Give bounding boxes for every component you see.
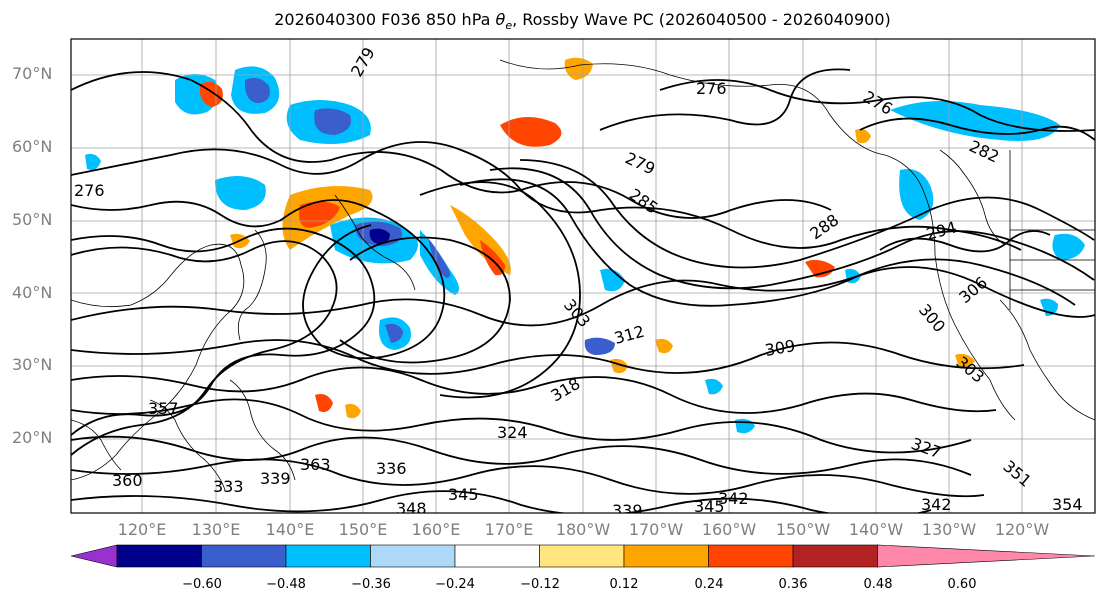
contour-label: 339 xyxy=(612,501,643,520)
contour-label: 336 xyxy=(376,459,407,478)
colorbar-tick-label: 0.48 xyxy=(863,577,893,592)
map-frame xyxy=(70,38,1096,514)
lon-label: 140°E xyxy=(265,520,315,539)
shade-positive-patch xyxy=(855,128,871,144)
shade-negative-patch xyxy=(385,323,403,343)
shade-negative-patch xyxy=(215,176,266,210)
colorbar-segment xyxy=(623,544,709,568)
contour-label: 357 xyxy=(148,399,179,418)
contour-label: 348 xyxy=(396,499,427,518)
title-main: 2026040300 F036 850 hPa xyxy=(274,10,496,29)
contour-label: 360 xyxy=(112,471,143,490)
lon-label: 150°W xyxy=(775,520,831,539)
lat-label-30n: 30°N xyxy=(12,355,53,374)
colorbar-tick-label: 0.36 xyxy=(778,577,808,592)
lon-label: 140°W xyxy=(848,520,904,539)
colorbar-segment xyxy=(285,544,371,568)
colorbar-segment xyxy=(454,544,540,568)
lon-label: 130°E xyxy=(191,520,241,539)
colorbar-tick-label: −0.12 xyxy=(520,577,560,592)
colorbar-tick-label: −0.24 xyxy=(435,577,475,592)
colorbar-segment xyxy=(370,544,456,568)
contour-label: 342 xyxy=(718,489,749,508)
colorbar-segment xyxy=(116,544,202,568)
shade-negative-patch xyxy=(244,78,270,103)
lon-label: 160°W xyxy=(701,520,757,539)
contour-label: 345 xyxy=(694,497,725,516)
lat-label-50n: 50°N xyxy=(12,210,53,229)
colorbar-extend-min xyxy=(70,544,118,568)
title-rest: , Rossby Wave PC (2026040500 - 202604090… xyxy=(512,10,891,29)
shade-positive-patch xyxy=(564,57,593,80)
lat-label-20n: 20°N xyxy=(12,428,53,447)
shade-negative-patch xyxy=(1052,233,1085,260)
shade-negative-patch xyxy=(85,153,101,170)
shade-negative-patch xyxy=(428,238,451,278)
coastlines xyxy=(71,59,1095,491)
lat-label-70n: 70°N xyxy=(12,64,53,83)
colorbar-extend-max xyxy=(877,544,1096,568)
shade-positive-patch xyxy=(315,394,333,412)
lon-label: 120°E xyxy=(117,520,167,539)
shade-positive-patch xyxy=(805,259,835,278)
gridlines xyxy=(71,39,1095,513)
shade-positive-patch xyxy=(655,338,673,354)
map-title: 2026040300 F036 850 hPa θe, Rossby Wave … xyxy=(70,10,1095,32)
lon-label: 150°E xyxy=(338,520,388,539)
lon-label: 180°W xyxy=(555,520,611,539)
shade-negative-patch xyxy=(600,268,625,292)
shade-negative-patch xyxy=(369,228,390,244)
contour-label: 276 xyxy=(74,181,105,200)
colorbar-tick-label: 0.12 xyxy=(609,577,639,592)
contour-label: 333 xyxy=(213,477,244,496)
lon-label: 120°W xyxy=(994,520,1050,539)
shade-negative-patch xyxy=(584,337,615,355)
contour-label: 339 xyxy=(260,469,291,488)
colorbar-segment xyxy=(539,544,625,568)
title-theta-subscript: e xyxy=(505,19,513,33)
colorbar-tick-label: 0.60 xyxy=(947,577,977,592)
contours xyxy=(71,68,1095,513)
title-theta-symbol: θe xyxy=(495,10,513,33)
lon-label: 160°E xyxy=(411,520,461,539)
lat-label-60n: 60°N xyxy=(12,137,53,156)
contour-label: 345 xyxy=(448,485,479,504)
shade-positive-patch xyxy=(955,353,975,369)
colorbar-tick-label: −0.48 xyxy=(266,577,306,592)
lon-label: 130°W xyxy=(921,520,977,539)
colorbar-tick-label: −0.36 xyxy=(351,577,391,592)
colorbar-segment xyxy=(708,544,794,568)
colorbar-segment xyxy=(792,544,878,568)
lon-label: 170°W xyxy=(628,520,684,539)
shade-positive-patch xyxy=(500,116,562,147)
colorbar xyxy=(70,544,1096,568)
contour-label: 363 xyxy=(300,455,331,474)
contour-label: 354 xyxy=(1052,495,1083,514)
shade-negative-patch xyxy=(899,169,934,220)
colorbar-segment xyxy=(201,544,287,568)
shade-positive-patch xyxy=(345,403,361,419)
contour-label: 324 xyxy=(497,423,528,442)
lat-label-40n: 40°N xyxy=(12,283,53,302)
lon-label: 170°E xyxy=(484,520,534,539)
shade-negative-patch xyxy=(314,108,351,135)
contour-label: 276 xyxy=(696,79,727,98)
shade-negative-patch xyxy=(890,101,1060,141)
colorbar-tick-label: −0.60 xyxy=(182,577,222,592)
shade-negative-patch xyxy=(705,378,723,395)
contour-label: 342 xyxy=(921,495,952,514)
colorbar-tick-label: 0.24 xyxy=(694,577,724,592)
